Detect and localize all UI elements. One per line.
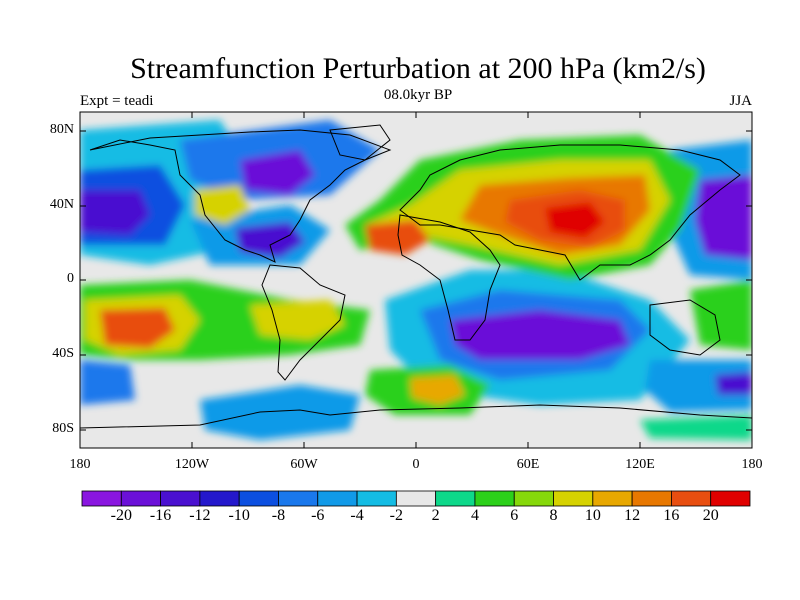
coastline-africa <box>397 214 501 341</box>
colorbar-label: 4 <box>470 507 479 524</box>
colorbar-label: 12 <box>624 507 641 524</box>
colorbar-box <box>592 490 633 507</box>
colorbar-box <box>553 490 594 507</box>
lat-label-80n: 80N <box>49 122 74 137</box>
contour-field <box>80 112 752 448</box>
contour-low-tasman-core <box>715 372 752 395</box>
lat-label-40s: 40S <box>52 346 74 361</box>
contour-low-south-pacific-west <box>80 360 135 405</box>
colorbar-label: -12 <box>189 507 211 524</box>
contour-low-north-pacific-center <box>80 190 150 235</box>
colorbar-box <box>435 490 476 507</box>
colorbar-box <box>278 490 319 507</box>
colorbar-label: -8 <box>271 507 286 524</box>
colorbar-label: 6 <box>510 507 519 524</box>
colorbar-label: -6 <box>311 507 325 524</box>
lat-label-80s: 80S <box>52 421 74 436</box>
lon-label-120w: 120W <box>174 457 210 472</box>
colorbar-box <box>356 490 397 507</box>
colorbar-box <box>710 490 751 507</box>
contour-low-south-indian-core <box>450 310 630 360</box>
colorbar-label: 20 <box>702 507 719 524</box>
contour-low-tasman <box>645 360 752 412</box>
contour-low-west-pacific-core <box>695 175 752 260</box>
contour-high-south-america <box>250 300 345 340</box>
contour-low-canada-core <box>240 150 315 195</box>
experiment-label: Expt = teadi <box>80 93 154 109</box>
lon-label-180w: 180 <box>69 457 91 472</box>
colorbar-label: 8 <box>549 507 558 524</box>
axis-ticks <box>80 112 752 448</box>
contour-high-north-africa <box>365 220 430 255</box>
contour-high-east-pacific-core <box>100 308 175 348</box>
colorbar-label: -2 <box>389 507 403 524</box>
lon-label-60w: 60W <box>290 457 318 472</box>
contour-high-eurasia-center <box>545 202 605 238</box>
lon-label-180e: 180 <box>741 457 763 472</box>
colorbar <box>81 490 751 507</box>
coastlines <box>79 124 753 429</box>
lon-label-120e: 120E <box>625 457 655 472</box>
colorbar-box <box>631 490 672 507</box>
contour-low-southern-ocean <box>200 385 360 440</box>
coastline-antarctica <box>79 404 753 429</box>
colorbar-label: 16 <box>663 507 680 524</box>
colorbar-box <box>238 490 279 507</box>
colorbar-label: 2 <box>431 507 440 524</box>
lat-label-0: 0 <box>67 271 74 286</box>
coastline-europe-asia <box>399 144 741 281</box>
colorbar-label: -10 <box>228 507 250 524</box>
map-title: Streamfunction Perturbation at 200 hPa (… <box>130 52 706 85</box>
colorbar-label: 10 <box>584 507 601 524</box>
contour-high-antarctic <box>640 415 752 440</box>
contour-high-alaska <box>195 185 250 225</box>
season-label: JJA <box>729 93 752 109</box>
contour-high-south-atlantic-core <box>410 375 465 405</box>
colorbar-box <box>671 490 712 507</box>
colorbar-label: -16 <box>149 507 172 524</box>
colorbar-box <box>395 490 437 507</box>
colorbar-label: -20 <box>110 507 132 524</box>
lon-label-60e: 60E <box>516 457 540 472</box>
colorbar-box <box>317 490 358 507</box>
coastline-australia <box>649 299 721 356</box>
colorbar-box <box>81 490 122 507</box>
colorbar-label: -4 <box>350 507 364 524</box>
coastline-south-america <box>261 264 346 381</box>
map-subtitle: 08.0kyr BP <box>383 87 453 103</box>
colorbar-box <box>199 490 240 507</box>
contour-low-caribbean-core <box>235 222 305 258</box>
colorbar-box <box>513 490 554 507</box>
colorbar-box <box>474 490 515 507</box>
coastline-greenland <box>329 124 391 161</box>
colorbar-box <box>120 490 161 507</box>
contour-high-southwest-pacific <box>690 280 752 350</box>
lat-label-40n: 40N <box>49 197 74 212</box>
coastline-north-america <box>89 129 392 263</box>
lon-label-0: 0 <box>412 457 420 472</box>
colorbar-box <box>160 490 201 507</box>
